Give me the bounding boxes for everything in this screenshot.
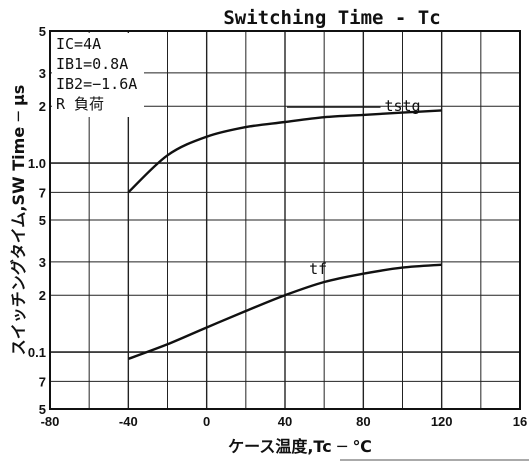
- y-tick-label: 3: [39, 255, 46, 270]
- y-tick-label: 5: [39, 402, 46, 417]
- y-tick-label: 5: [39, 213, 46, 228]
- chart-title: Switching Time - Tc: [223, 7, 440, 29]
- x-tick-label: -80: [41, 414, 60, 429]
- condition-line: IC=4A: [56, 35, 101, 53]
- y-tick-label: 2: [39, 99, 46, 114]
- y-tick-label: 7: [39, 374, 46, 389]
- x-tick-label: 40: [278, 414, 292, 429]
- condition-line: IB1=0.8A: [56, 55, 128, 73]
- series-group: tstg tf: [127, 97, 442, 361]
- x-tick-label: 80: [356, 414, 370, 429]
- x-tick-label: -40: [119, 414, 138, 429]
- y-tick-label: 7: [39, 185, 46, 200]
- x-tick-label: 16: [513, 414, 527, 429]
- series-label-tf: tf: [309, 260, 327, 278]
- series-label-tstg: tstg: [384, 97, 420, 115]
- y-tick-label: 1.0: [28, 156, 46, 171]
- plot-frame: [49, 30, 521, 410]
- y-axis-label: スイッチングタイム,SW Time ─ μs: [9, 85, 28, 356]
- y-tick-label: 0.1: [28, 345, 46, 360]
- conditions-backdrop: [52, 33, 144, 117]
- x-tick-label: 120: [431, 414, 453, 429]
- y-tick-label: 3: [39, 66, 46, 81]
- series-line-tf: [127, 263, 442, 361]
- y-tick-label: 5: [39, 24, 46, 39]
- y-tick-label: 2: [39, 288, 46, 303]
- y-axis-ticks: 5 7 0.1 2 3 5 7 1.0 2 3 5: [28, 24, 46, 417]
- x-axis-ticks: -80 -40 0 40 80 120 16: [41, 414, 528, 429]
- x-axis-label: ケース温度,Tc ─ ℃: [228, 437, 372, 456]
- condition-line: IB2=−1.6A: [56, 75, 137, 93]
- x-tick-label: 0: [203, 414, 210, 429]
- condition-line: R 負荷: [56, 95, 104, 113]
- test-conditions: IC=4A IB1=0.8A IB2=−1.6A R 負荷: [52, 33, 144, 117]
- series-line-tstg: [127, 109, 442, 194]
